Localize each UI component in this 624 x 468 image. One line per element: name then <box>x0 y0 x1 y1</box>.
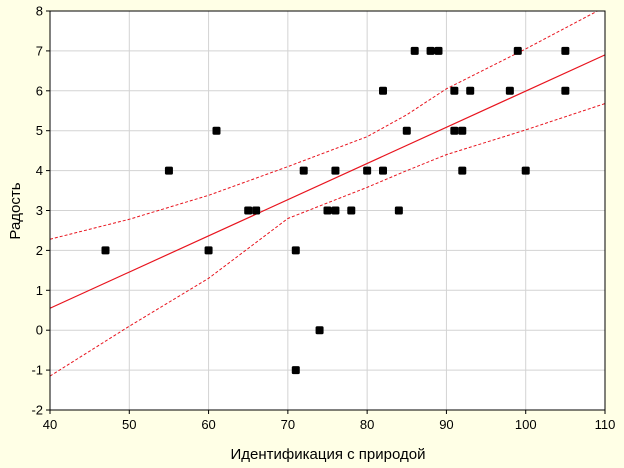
x-tick-label: 90 <box>439 417 453 432</box>
data-point <box>379 86 387 95</box>
x-tick-label: 80 <box>360 417 374 432</box>
data-point <box>561 86 570 95</box>
x-tick-label: 70 <box>281 417 295 432</box>
data-point <box>323 206 332 215</box>
data-point <box>450 126 459 135</box>
x-axis-title: Идентификация с природой <box>231 446 426 463</box>
data-point <box>505 86 514 95</box>
data-point <box>521 166 530 175</box>
data-point <box>402 126 411 135</box>
data-points <box>101 46 570 375</box>
data-point <box>347 206 356 215</box>
data-point <box>513 46 522 55</box>
data-point <box>252 206 261 215</box>
x-tick-label: 100 <box>515 417 537 432</box>
data-point <box>379 166 387 175</box>
axis-ticks: 40 50 60 70 80 90 100 110 -2 -1 0 1 2 3 4 5 6 7 8 <box>31 4 615 433</box>
y-tick-label: -1 <box>31 363 43 378</box>
data-point <box>410 46 419 55</box>
confidence-band-upper <box>50 11 599 240</box>
confidence-bands <box>50 11 605 377</box>
data-point <box>434 46 443 55</box>
x-tick-label: 50 <box>122 417 136 432</box>
data-point <box>212 126 221 135</box>
data-point <box>299 166 308 175</box>
data-point <box>164 166 173 175</box>
data-point <box>101 246 110 255</box>
data-point <box>204 246 213 255</box>
data-point <box>291 366 300 375</box>
y-tick-label: 1 <box>36 283 43 298</box>
data-point <box>561 46 570 55</box>
y-tick-label: 0 <box>36 323 43 338</box>
regression-line <box>50 54 605 309</box>
data-point <box>426 46 435 55</box>
data-point <box>394 206 403 215</box>
data-point <box>331 166 340 175</box>
y-axis-title: Радость <box>7 182 24 239</box>
y-tick-label: 6 <box>36 83 43 98</box>
x-tick-label: 40 <box>43 417 57 432</box>
x-tick-label: 110 <box>595 417 616 432</box>
data-point <box>466 86 475 95</box>
y-tick-label: 7 <box>36 43 43 58</box>
y-tick-label: 2 <box>36 243 43 258</box>
y-tick-label: 8 <box>36 4 43 19</box>
y-tick-label: 5 <box>36 123 43 138</box>
data-point <box>244 206 253 215</box>
confidence-band-lower <box>50 103 605 377</box>
data-point <box>291 246 300 255</box>
data-point <box>458 126 467 135</box>
data-point <box>363 166 372 175</box>
y-tick-label: 4 <box>36 163 43 178</box>
y-tick-label: -2 <box>31 403 43 418</box>
y-tick-label: 3 <box>36 203 43 218</box>
data-point <box>331 206 340 215</box>
data-point <box>315 326 324 335</box>
data-point <box>458 166 467 175</box>
x-tick-label: 60 <box>201 417 215 432</box>
data-point <box>450 86 459 95</box>
